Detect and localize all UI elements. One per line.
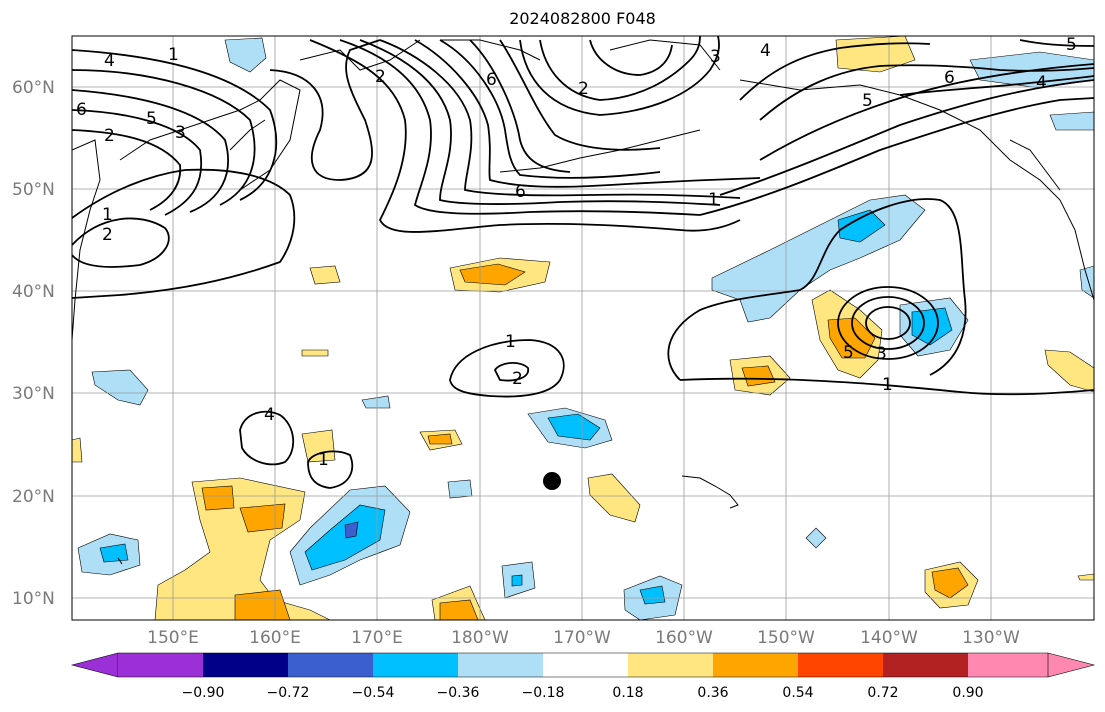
- contour-label: 1: [168, 45, 179, 65]
- lat-label: 20°N: [12, 487, 55, 507]
- plot-border: [71, 35, 1095, 621]
- contour-label: 1: [505, 332, 516, 352]
- lon-label: 160°E: [249, 628, 301, 648]
- lon-label: 150°W: [757, 628, 815, 648]
- colorbar-segment: [628, 653, 713, 677]
- contour-label: 2: [578, 79, 589, 99]
- lon-label: 160°W: [655, 628, 713, 648]
- map-title: 2024082800 F048: [509, 9, 656, 28]
- contour-label: 4: [760, 41, 771, 61]
- contour-label: 5: [1066, 35, 1077, 55]
- contour-label: 6: [486, 70, 497, 90]
- contour-label: 5: [862, 91, 873, 111]
- contour-label: 2: [375, 67, 386, 87]
- contour-lines: [72, 36, 1094, 489]
- contour-label: 1: [102, 205, 113, 225]
- colorbar-tick-label: 0.72: [867, 685, 898, 701]
- contour-label: 2: [512, 369, 523, 389]
- contour-label: 6: [515, 182, 526, 202]
- lat-label: 50°N: [12, 180, 55, 200]
- colorbar-tick-label: −0.72: [267, 685, 310, 701]
- contour-label: 6: [944, 68, 955, 88]
- colorbar-tick-label: −0.18: [522, 685, 565, 701]
- storm-position-marker: [543, 472, 561, 490]
- longitude-labels: 150°E 160°E 170°E 180°W 170°W 160°W 150°…: [147, 628, 1020, 648]
- contour-label: 4: [1036, 73, 1047, 93]
- lat-label: 10°N: [12, 589, 55, 609]
- lon-label: 180°W: [451, 628, 509, 648]
- lon-label: 140°W: [860, 628, 918, 648]
- colorbar-segment: [458, 653, 543, 677]
- contour-label: 6: [76, 100, 87, 120]
- contour-label: 3: [710, 47, 721, 67]
- colorbar-tick-label: −0.90: [182, 685, 225, 701]
- contour-label: 5: [843, 343, 854, 363]
- colorbar-tick-label: −0.36: [437, 685, 480, 701]
- colorbar-tick-label: 0.18: [612, 685, 643, 701]
- colorbar-segment: [798, 653, 883, 677]
- lat-label: 40°N: [12, 282, 55, 302]
- colorbar-segment: [968, 653, 1048, 677]
- contour-label: 2: [102, 225, 113, 245]
- contour-label: 2: [104, 126, 115, 146]
- colorbar-arrow-low: [70, 652, 119, 678]
- colorbar-segment: [883, 653, 968, 677]
- contour-label: 4: [264, 405, 275, 425]
- colorbar-tick-label: −0.54: [352, 685, 395, 701]
- colorbar-segment: [288, 653, 373, 677]
- colorbar-segment: [713, 653, 798, 677]
- colorbar-segment: [118, 653, 203, 677]
- colorbar-tick-label: 0.90: [952, 685, 983, 701]
- shaded-anomalies: [72, 36, 1094, 620]
- colorbar-segment: [373, 653, 458, 677]
- contour-label: 5: [146, 109, 157, 129]
- contour-label: 3: [175, 123, 186, 143]
- contour-labels: 1 4 6 5 2 3 6 2 3 4 5 1 2 6 1 2 3 1 1 2 …: [76, 35, 1077, 470]
- colorbar-tick-label: 0.54: [782, 685, 813, 701]
- contour-label: 3: [876, 344, 887, 364]
- colorbar-tick-label: 0.36: [697, 685, 728, 701]
- lon-label: 170°E: [351, 628, 403, 648]
- contour-label: 4: [104, 51, 115, 71]
- colorbar-arrow-high: [1047, 652, 1096, 678]
- latitude-labels: 60°N 50°N 40°N 30°N 20°N 10°N: [12, 78, 55, 609]
- colorbar: −0.90 −0.72 −0.54 −0.36 −0.18 0.18 0.36 …: [70, 652, 1096, 701]
- contour-label: 1: [708, 190, 719, 210]
- lon-label: 150°E: [147, 628, 199, 648]
- colorbar-segment: [543, 653, 628, 677]
- lat-label: 60°N: [12, 78, 55, 98]
- contour-label: 1: [318, 450, 329, 470]
- lon-label: 130°W: [962, 628, 1020, 648]
- lat-label: 30°N: [12, 384, 55, 404]
- colorbar-segment: [203, 653, 288, 677]
- contour-label: 1: [882, 375, 893, 395]
- lon-label: 170°W: [553, 628, 611, 648]
